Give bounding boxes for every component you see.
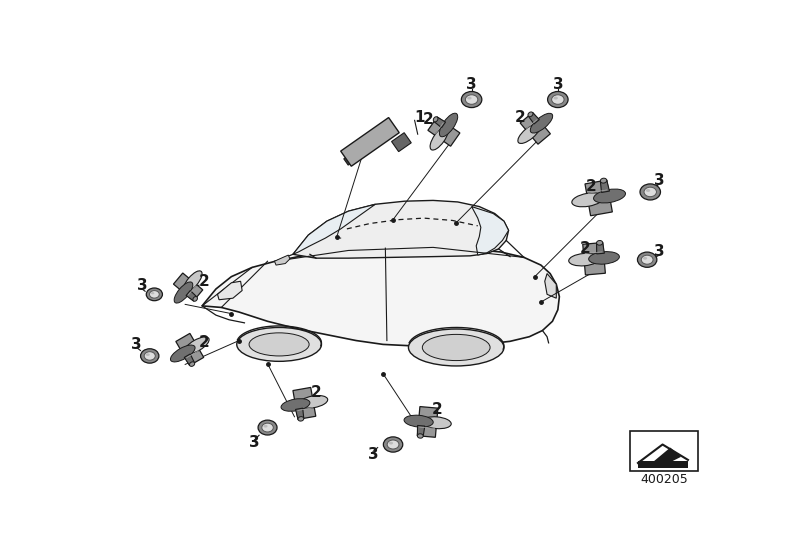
Ellipse shape bbox=[422, 417, 451, 429]
Polygon shape bbox=[652, 447, 681, 463]
Text: 2: 2 bbox=[580, 241, 591, 256]
Text: 3: 3 bbox=[553, 77, 563, 92]
Text: 2: 2 bbox=[310, 385, 322, 400]
Polygon shape bbox=[472, 207, 509, 255]
Ellipse shape bbox=[597, 240, 602, 245]
Polygon shape bbox=[218, 281, 242, 300]
Ellipse shape bbox=[462, 91, 482, 108]
Ellipse shape bbox=[439, 113, 458, 137]
Ellipse shape bbox=[298, 417, 304, 421]
Polygon shape bbox=[585, 180, 612, 216]
Ellipse shape bbox=[263, 425, 267, 427]
Ellipse shape bbox=[467, 97, 472, 100]
Text: 1: 1 bbox=[414, 110, 426, 125]
Bar bbox=[638, 461, 688, 468]
Ellipse shape bbox=[249, 333, 309, 356]
Ellipse shape bbox=[646, 189, 650, 192]
Polygon shape bbox=[434, 117, 446, 128]
Ellipse shape bbox=[434, 116, 438, 122]
Ellipse shape bbox=[387, 440, 399, 449]
Ellipse shape bbox=[518, 124, 540, 143]
Polygon shape bbox=[293, 200, 509, 258]
Ellipse shape bbox=[141, 349, 159, 363]
Polygon shape bbox=[186, 291, 197, 301]
Ellipse shape bbox=[190, 362, 194, 366]
Text: 3: 3 bbox=[368, 447, 378, 462]
Ellipse shape bbox=[552, 95, 564, 104]
Text: 3: 3 bbox=[131, 337, 142, 352]
Ellipse shape bbox=[554, 97, 558, 100]
Ellipse shape bbox=[185, 337, 209, 354]
Ellipse shape bbox=[569, 253, 599, 266]
Ellipse shape bbox=[572, 193, 604, 207]
Text: 2: 2 bbox=[198, 274, 209, 289]
Ellipse shape bbox=[418, 434, 423, 438]
Text: 2: 2 bbox=[431, 402, 442, 417]
Ellipse shape bbox=[594, 189, 626, 203]
Ellipse shape bbox=[383, 437, 402, 452]
Ellipse shape bbox=[643, 257, 647, 260]
Polygon shape bbox=[176, 333, 204, 366]
Text: 2: 2 bbox=[514, 110, 526, 125]
Ellipse shape bbox=[146, 353, 150, 356]
Polygon shape bbox=[293, 388, 316, 419]
Ellipse shape bbox=[528, 112, 533, 116]
Polygon shape bbox=[545, 273, 556, 298]
Ellipse shape bbox=[183, 271, 202, 292]
FancyBboxPatch shape bbox=[344, 125, 396, 165]
Polygon shape bbox=[597, 242, 604, 254]
Ellipse shape bbox=[644, 187, 657, 197]
Polygon shape bbox=[174, 273, 203, 301]
Ellipse shape bbox=[389, 442, 393, 445]
FancyBboxPatch shape bbox=[391, 133, 411, 152]
Ellipse shape bbox=[170, 345, 195, 362]
Text: 3: 3 bbox=[654, 245, 665, 259]
Ellipse shape bbox=[146, 288, 162, 301]
Text: 3: 3 bbox=[137, 278, 147, 293]
Polygon shape bbox=[274, 255, 290, 265]
Ellipse shape bbox=[530, 113, 553, 133]
Text: 2: 2 bbox=[198, 335, 209, 351]
Ellipse shape bbox=[642, 255, 653, 264]
Ellipse shape bbox=[600, 178, 606, 183]
Ellipse shape bbox=[193, 297, 198, 301]
Text: 2: 2 bbox=[586, 179, 596, 194]
Polygon shape bbox=[582, 242, 606, 275]
Polygon shape bbox=[202, 248, 559, 346]
Ellipse shape bbox=[281, 399, 310, 411]
Text: 3: 3 bbox=[654, 173, 665, 188]
Ellipse shape bbox=[174, 282, 193, 303]
Polygon shape bbox=[295, 408, 304, 419]
FancyBboxPatch shape bbox=[341, 118, 399, 166]
Ellipse shape bbox=[589, 251, 619, 264]
Polygon shape bbox=[600, 180, 610, 193]
Ellipse shape bbox=[262, 423, 274, 432]
Ellipse shape bbox=[150, 291, 159, 298]
Polygon shape bbox=[520, 113, 550, 144]
Ellipse shape bbox=[422, 334, 490, 361]
Ellipse shape bbox=[466, 95, 478, 104]
Polygon shape bbox=[528, 113, 539, 124]
Polygon shape bbox=[293, 204, 375, 254]
Ellipse shape bbox=[547, 91, 568, 108]
Polygon shape bbox=[418, 407, 438, 437]
Polygon shape bbox=[428, 117, 460, 146]
Ellipse shape bbox=[237, 328, 322, 361]
Polygon shape bbox=[184, 354, 194, 366]
Ellipse shape bbox=[404, 415, 434, 427]
Bar bbox=[630, 431, 698, 470]
Text: 400205: 400205 bbox=[640, 473, 688, 487]
Ellipse shape bbox=[409, 329, 504, 366]
Ellipse shape bbox=[640, 184, 661, 200]
Polygon shape bbox=[418, 426, 425, 436]
Ellipse shape bbox=[430, 127, 449, 150]
Text: 3: 3 bbox=[249, 436, 260, 450]
Ellipse shape bbox=[258, 420, 277, 435]
Ellipse shape bbox=[144, 352, 155, 360]
Ellipse shape bbox=[151, 292, 154, 295]
Text: 3: 3 bbox=[466, 77, 477, 92]
Ellipse shape bbox=[299, 395, 328, 408]
Text: 2: 2 bbox=[422, 112, 433, 127]
Ellipse shape bbox=[638, 252, 657, 267]
